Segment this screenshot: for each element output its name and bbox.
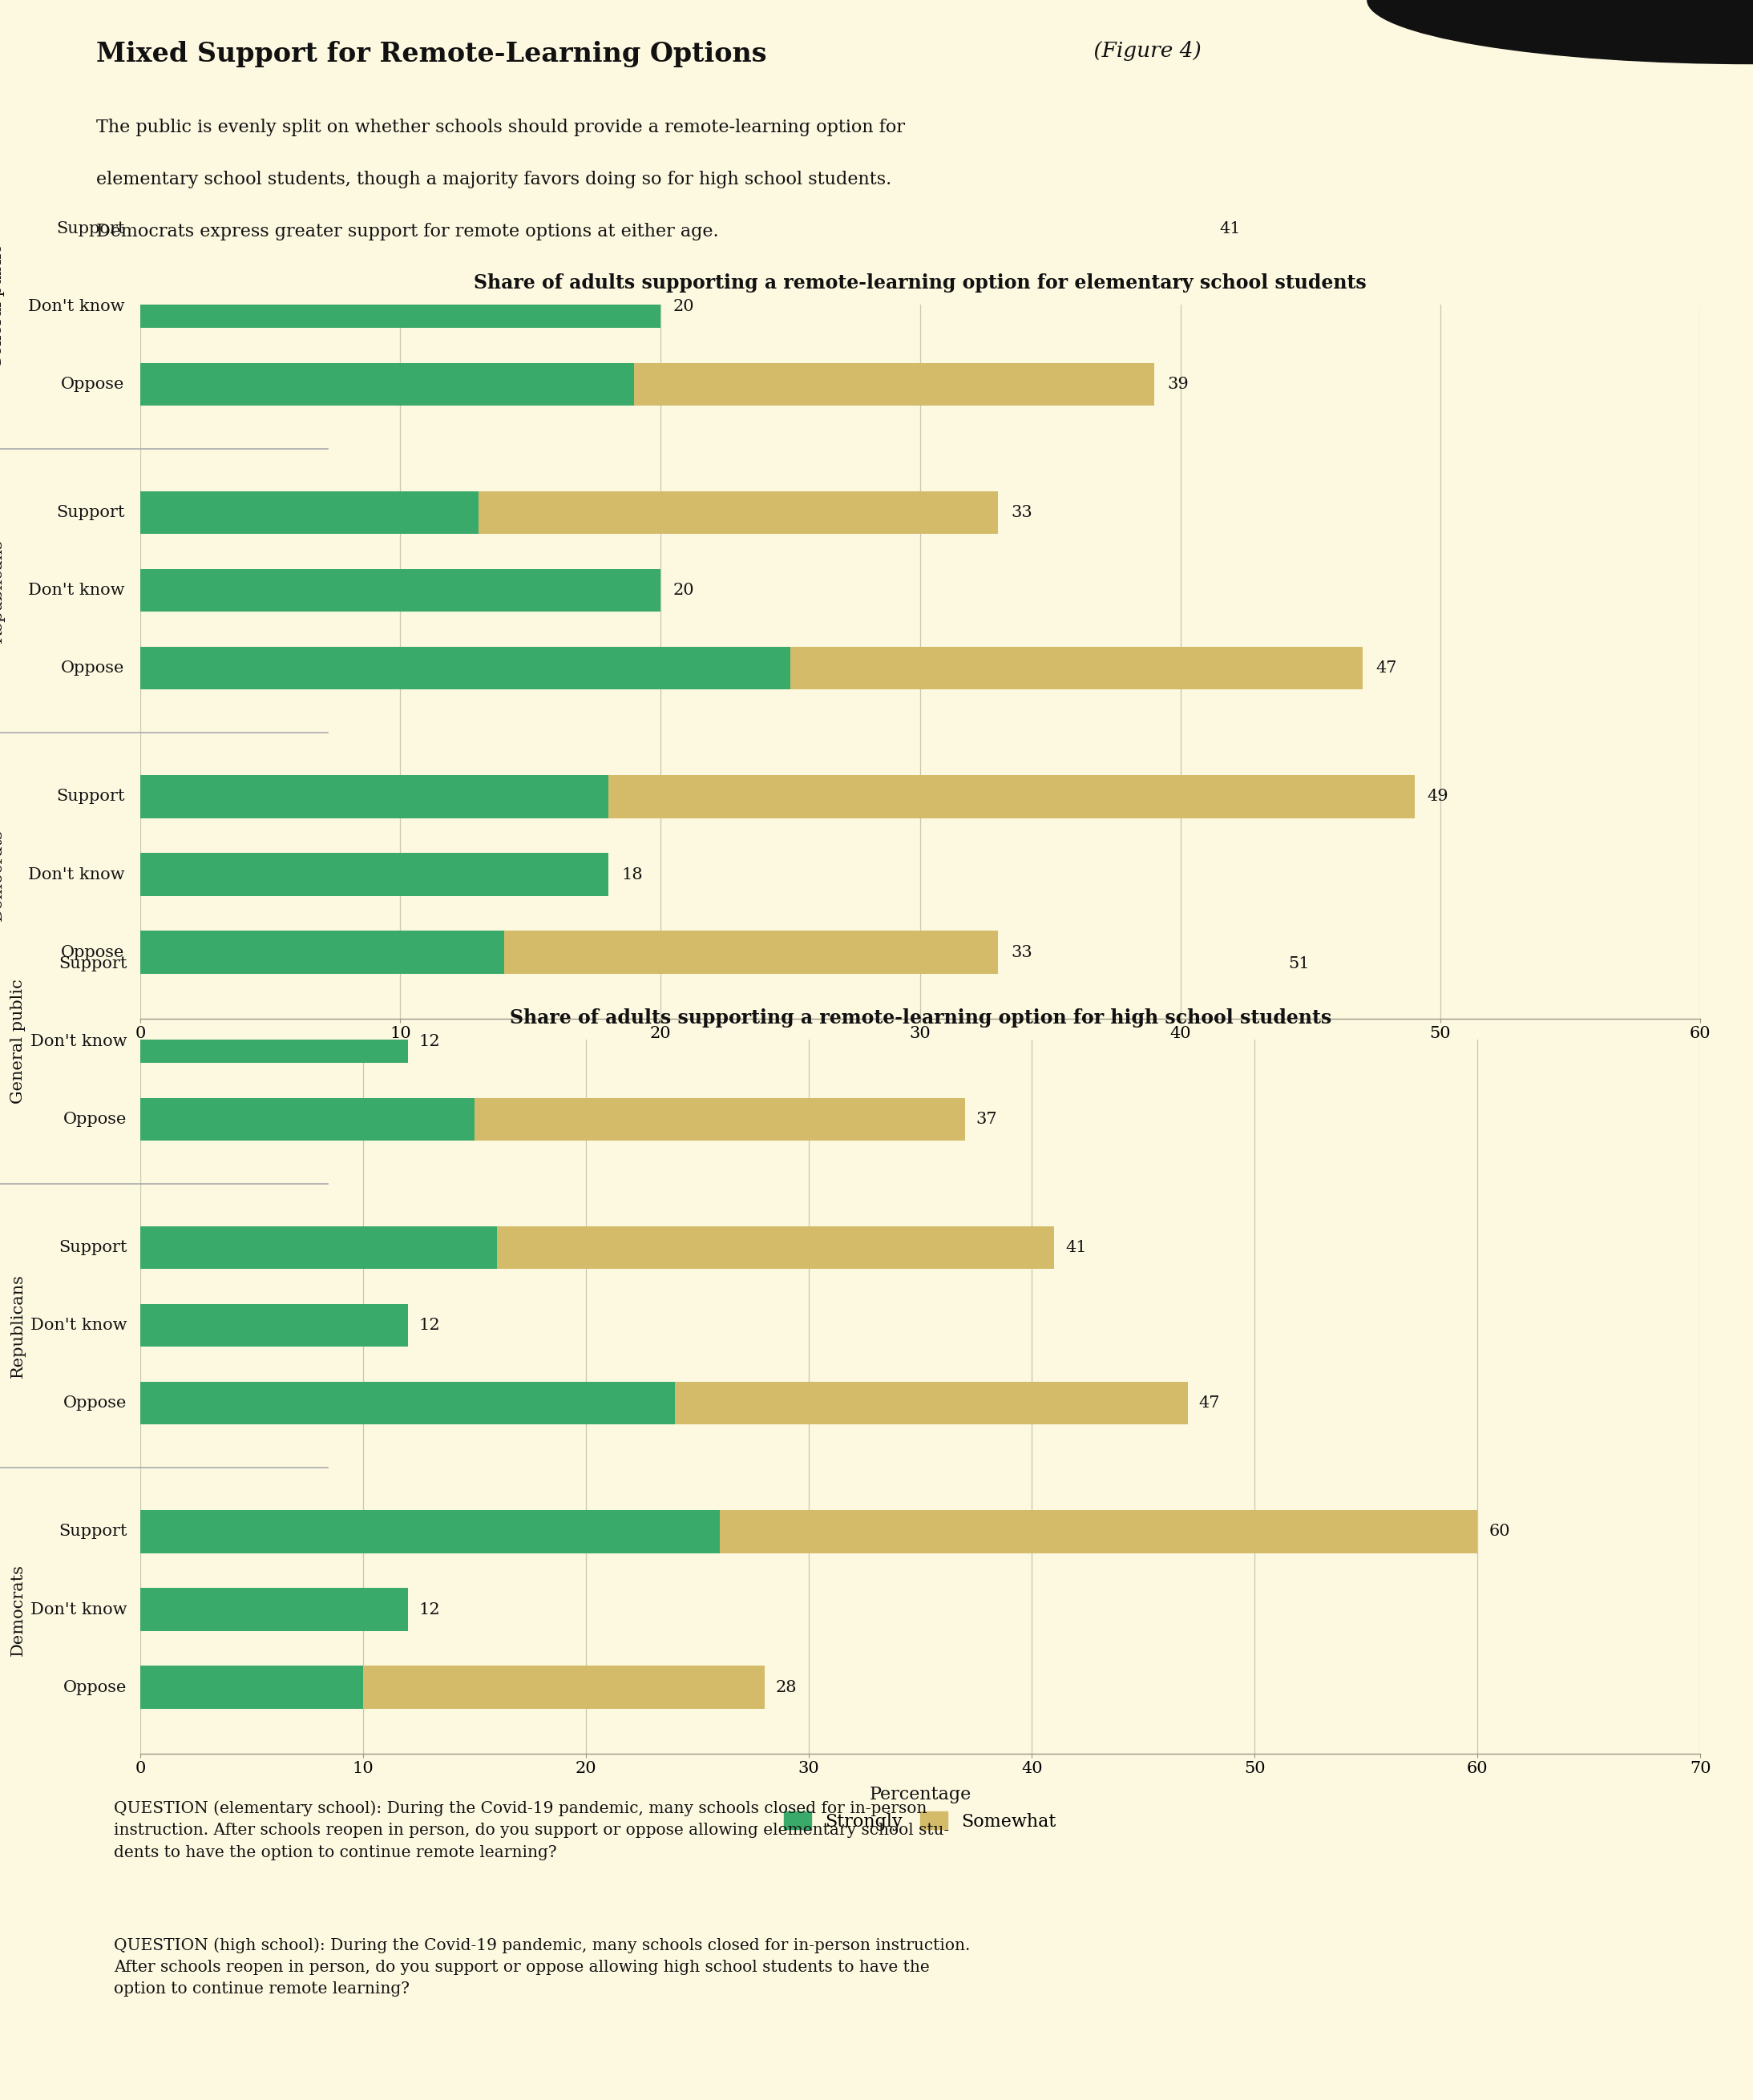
Text: elementary school students, though a majority favors doing so for high school st: elementary school students, though a maj… [96, 170, 892, 189]
Bar [140, 491, 479, 533]
Text: 49: 49 [1427, 790, 1448, 804]
Text: Don't know: Don't know [30, 1602, 126, 1617]
Bar [140, 208, 556, 250]
Text: 28: 28 [775, 1680, 796, 1695]
Text: (Figure 4): (Figure 4) [1087, 40, 1201, 61]
Bar [140, 1098, 475, 1140]
Text: Support: Support [58, 956, 126, 970]
Text: Oppose: Oppose [61, 376, 124, 393]
Text: 33: 33 [1011, 945, 1033, 960]
Text: Support: Support [56, 220, 124, 235]
Bar [635, 363, 1153, 405]
Bar [140, 1588, 408, 1632]
Bar [363, 1665, 764, 1709]
Text: 47: 47 [1376, 662, 1397, 676]
Bar [140, 1382, 675, 1424]
Bar [140, 1021, 408, 1063]
Bar [720, 1510, 1478, 1554]
Legend: Strongly, Somewhat: Strongly, Somewhat [777, 1069, 1064, 1102]
Text: 33: 33 [1011, 506, 1033, 521]
Text: Oppose: Oppose [63, 1111, 126, 1128]
Bar [608, 943, 1276, 985]
Bar [675, 1382, 1189, 1424]
Legend: Strongly, Somewhat: Strongly, Somewhat [777, 1804, 1064, 1838]
Text: QUESTION (high school): During the Covid-19 pandemic, many schools closed for in: QUESTION (high school): During the Covid… [114, 1936, 971, 1997]
Text: 51: 51 [1288, 956, 1309, 970]
Text: Support: Support [58, 1241, 126, 1256]
Text: Democrats: Democrats [0, 827, 5, 920]
Text: 60: 60 [1488, 1525, 1509, 1539]
Bar [140, 853, 608, 897]
Text: Support: Support [56, 506, 124, 521]
Text: Democrats express greater support for remote options at either age.: Democrats express greater support for re… [96, 223, 719, 242]
Text: 20: 20 [673, 298, 694, 315]
Text: 41: 41 [1220, 220, 1241, 235]
Bar [140, 775, 608, 819]
Bar [140, 1510, 720, 1554]
Text: Don't know: Don't know [28, 867, 124, 882]
Bar [140, 647, 791, 689]
Text: QUESTION (elementary school): During the Covid-19 pandemic, many schools closed : QUESTION (elementary school): During the… [114, 1800, 950, 1861]
Text: 12: 12 [419, 1319, 440, 1333]
Text: Oppose: Oppose [63, 1680, 126, 1695]
Text: 20: 20 [673, 584, 694, 598]
Wedge shape [1367, 0, 1753, 63]
Text: 39: 39 [1167, 376, 1189, 393]
Text: 12: 12 [419, 1602, 440, 1617]
Text: Support: Support [56, 790, 124, 804]
Bar [475, 1098, 964, 1140]
Text: Mixed Support for Remote-Learning Options: Mixed Support for Remote-Learning Option… [96, 40, 766, 67]
Bar [140, 569, 661, 611]
Text: Republicans: Republicans [0, 538, 5, 643]
Text: Support: Support [58, 1525, 126, 1539]
Bar [140, 286, 661, 328]
Bar [791, 647, 1362, 689]
Text: Don't know: Don't know [30, 1319, 126, 1333]
Text: 12: 12 [419, 1033, 440, 1050]
Text: Oppose: Oppose [63, 1397, 126, 1411]
Bar [496, 1226, 1054, 1268]
Bar [608, 775, 1415, 819]
Text: 37: 37 [976, 1111, 997, 1128]
X-axis label: Percentage: Percentage [869, 1050, 971, 1069]
Title: Share of adults supporting a remote-learning option for elementary school studen: Share of adults supporting a remote-lear… [473, 273, 1367, 292]
Text: 47: 47 [1199, 1397, 1220, 1411]
Bar [140, 1226, 496, 1268]
Text: 41: 41 [1066, 1241, 1087, 1256]
Text: Oppose: Oppose [61, 662, 124, 676]
Text: Don't know: Don't know [28, 298, 124, 315]
Text: General public: General public [0, 244, 5, 370]
Text: Don't know: Don't know [28, 584, 124, 598]
Bar [505, 930, 999, 974]
Text: Don't know: Don't know [30, 1033, 126, 1050]
Text: General public: General public [11, 979, 25, 1105]
Bar [556, 208, 1206, 250]
X-axis label: Percentage: Percentage [869, 1785, 971, 1804]
Text: The public is evenly split on whether schools should provide a remote-learning o: The public is evenly split on whether sc… [96, 120, 905, 136]
Text: Republicans: Republicans [11, 1273, 25, 1378]
Bar [479, 491, 999, 533]
Title: Share of adults supporting a remote-learning option for high school students: Share of adults supporting a remote-lear… [510, 1008, 1331, 1027]
Bar [140, 930, 505, 974]
Bar [140, 363, 635, 405]
Text: Democrats: Democrats [11, 1562, 25, 1655]
Bar [140, 1304, 408, 1346]
Text: Oppose: Oppose [61, 945, 124, 960]
Bar [140, 1665, 363, 1709]
Text: 18: 18 [621, 867, 643, 882]
Bar [140, 943, 608, 985]
